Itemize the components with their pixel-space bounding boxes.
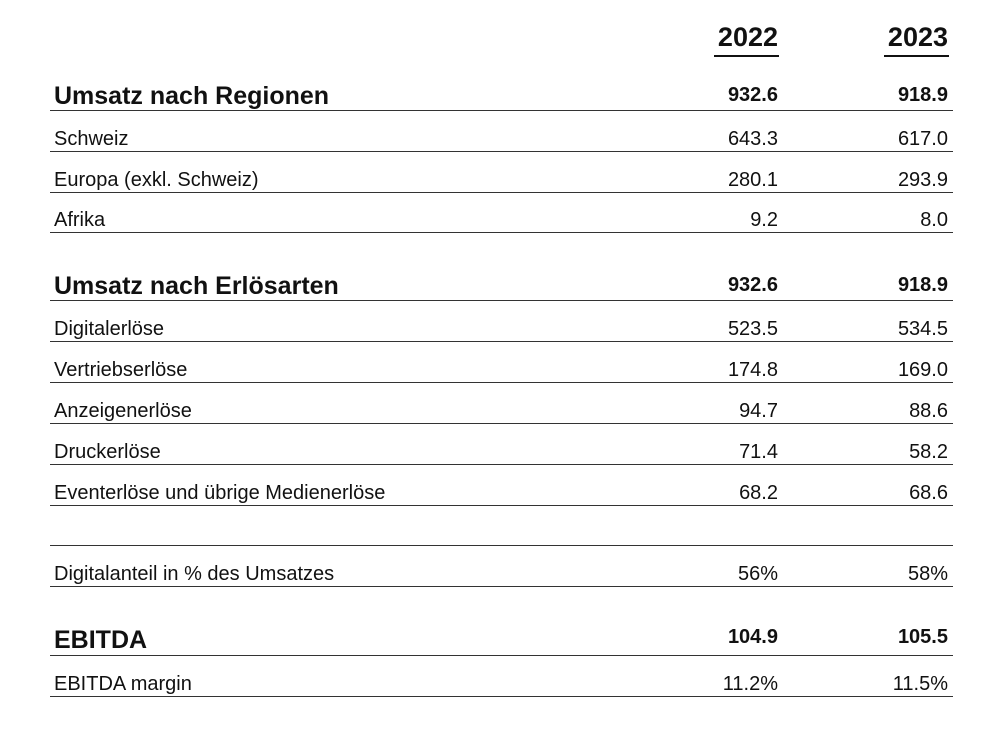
row-label-schweiz: Schweiz (54, 128, 129, 150)
row-label-europa: Europa (exkl. Schweiz) (54, 169, 259, 191)
section-title-ebitda: EBITDA (54, 626, 148, 654)
divider (50, 545, 953, 546)
divider (50, 110, 953, 111)
row-value-2023: 534.5 (897, 318, 948, 340)
row-label-afrika: Afrika (54, 209, 106, 231)
divider (50, 232, 953, 233)
row-value-2022: 174.8 (727, 359, 778, 381)
divider (50, 300, 953, 301)
column-header-2023: 2023 (887, 22, 948, 52)
divider (50, 696, 953, 697)
column-header-2022: 2022 (717, 22, 778, 52)
section-title-regionen: Umsatz nach Regionen (54, 82, 330, 110)
row-value-2023: 617.0 (897, 128, 948, 150)
divider (50, 341, 953, 342)
row-label-vertriebserloese: Vertriebserlöse (54, 359, 188, 381)
row-value-2022: 56% (737, 563, 778, 585)
row-label-digitalanteil: Digitalanteil in % des Umsatzes (54, 563, 335, 585)
row-value-2022: 94.7 (739, 400, 778, 422)
row-label-eventerloese: Eventerlöse und übrige Medienerlöse (54, 482, 386, 504)
row-value-2022: 71.4 (739, 441, 778, 463)
row-value-2022: 280.1 (727, 169, 778, 191)
row-value-2022: 523.5 (727, 318, 778, 340)
divider (50, 586, 953, 587)
row-value-2022: 9.2 (750, 209, 778, 231)
regionen-total-2022: 932.6 (727, 84, 778, 106)
row-label-anzeigenerloese: Anzeigenerlöse (54, 400, 192, 422)
row-value-2023: 169.0 (897, 359, 948, 381)
row-value-2023: 68.6 (909, 482, 948, 504)
section-title-erloesarten: Umsatz nach Erlösarten (54, 272, 339, 300)
divider (50, 655, 953, 656)
row-value-2023: 8.0 (920, 209, 948, 231)
row-value-2023: 58.2 (909, 441, 948, 463)
row-value-2023: 58% (907, 563, 948, 585)
row-label-digitalerloese: Digitalerlöse (54, 318, 165, 340)
erloesarten-total-2022: 932.6 (727, 274, 778, 296)
row-value-2023: 88.6 (909, 400, 948, 422)
erloesarten-total-2023: 918.9 (897, 274, 948, 296)
divider (50, 423, 953, 424)
ebitda-total-2022: 104.9 (727, 626, 778, 648)
ebitda-total-2023: 105.5 (897, 626, 948, 648)
divider (50, 464, 953, 465)
row-label-ebitda-margin: EBITDA margin (54, 673, 192, 695)
row-label-druckerloese: Druckerlöse (54, 441, 161, 463)
row-value-2022: 643.3 (727, 128, 778, 150)
regionen-total-2023: 918.9 (897, 84, 948, 106)
divider (50, 192, 953, 193)
row-value-2023: 293.9 (897, 169, 948, 191)
row-value-2022: 68.2 (739, 482, 778, 504)
divider (50, 505, 953, 506)
column-header-underline-2023 (884, 55, 949, 57)
column-header-underline-2022 (714, 55, 779, 57)
row-value-2022: 11.2% (722, 673, 778, 695)
row-value-2023: 11.5% (892, 673, 948, 695)
divider (50, 151, 953, 152)
divider (50, 382, 953, 383)
